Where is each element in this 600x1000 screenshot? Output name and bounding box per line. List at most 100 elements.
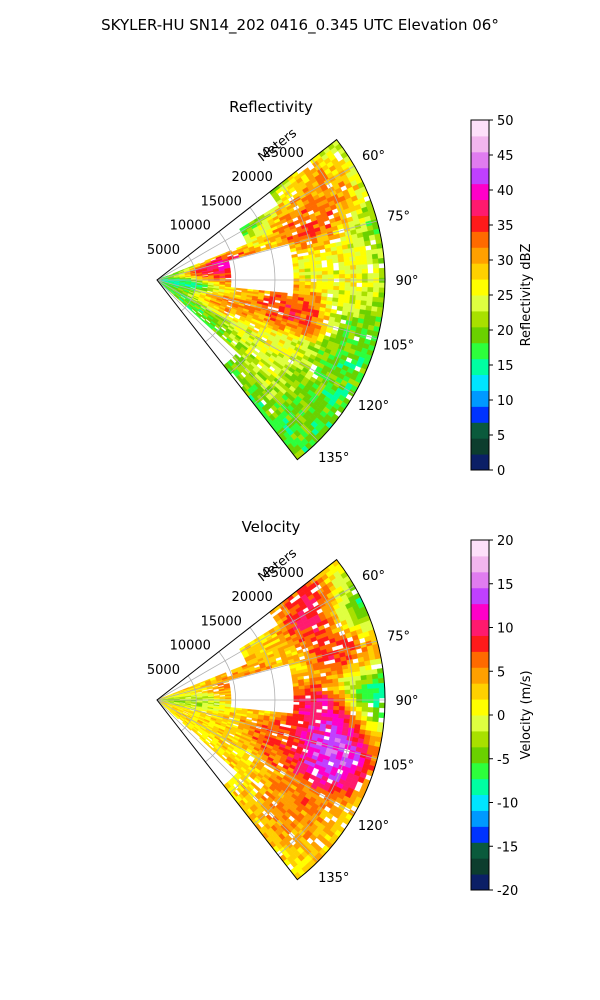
radar-cell — [373, 697, 380, 704]
colorbar-swatch — [471, 715, 489, 732]
azimuth-tick-label: 135° — [318, 871, 349, 886]
radar-cell — [361, 268, 369, 274]
radar-cell — [361, 286, 368, 293]
colorbar-tick-label: 35 — [497, 219, 514, 234]
radar-cell — [354, 675, 362, 682]
radar-cell — [366, 259, 374, 265]
radar-cell — [361, 259, 368, 266]
colorbar-swatch — [471, 135, 489, 153]
radar-cell — [304, 265, 311, 270]
radar-cell — [361, 291, 368, 297]
colorbar-tick-label: -5 — [497, 753, 510, 768]
radar-cell — [344, 702, 351, 707]
colorbar-tick-label: 15 — [497, 359, 514, 374]
radar-cell — [299, 284, 306, 289]
radar-cell — [371, 721, 379, 728]
colorbar-swatch — [471, 683, 489, 700]
radar-cell — [293, 689, 300, 694]
radar-cell — [367, 273, 374, 279]
radar-cell — [327, 702, 334, 707]
radar-cell — [366, 300, 373, 307]
radar-cell — [372, 716, 379, 723]
radar-cell — [304, 268, 311, 273]
colorbar-tick-label: 30 — [497, 254, 514, 269]
azimuth-spoke — [156, 165, 355, 281]
radar-cell — [320, 255, 328, 261]
colorbar-tick-label: 15 — [497, 578, 514, 593]
radar-cell — [333, 694, 340, 699]
radar-cell — [299, 704, 306, 709]
radar-cell — [367, 291, 374, 298]
radar-cell — [372, 296, 379, 303]
radar-cell — [378, 287, 386, 294]
colorbar-tick-label: 5 — [497, 429, 505, 444]
radar-cell — [354, 255, 362, 262]
range-tick-label: 20000 — [232, 590, 273, 605]
azimuth-tick-label: 60° — [362, 569, 385, 584]
radar-cell — [293, 284, 300, 289]
range-ring — [205, 231, 237, 343]
radar-cell — [282, 735, 289, 741]
radar-cell — [298, 268, 306, 273]
azimuth-spoke — [156, 279, 319, 442]
colorbar-swatch — [471, 454, 489, 471]
azimuth-spoke — [156, 279, 378, 340]
radar-cell — [339, 278, 346, 283]
colorbar-tick-label: 10 — [497, 394, 514, 409]
radar-cell — [310, 691, 317, 696]
radar-cell — [355, 295, 362, 301]
colorbar-tick-label: 0 — [497, 464, 505, 479]
radar-cell — [378, 292, 385, 299]
radar-cell — [359, 670, 367, 677]
colorbar-tick-label: -20 — [497, 884, 518, 899]
radar-cell — [213, 701, 220, 704]
radar-cell — [367, 683, 374, 690]
radar-cell — [372, 263, 380, 269]
radar-cell — [367, 277, 374, 284]
radar-cell — [343, 714, 351, 720]
colorbar-swatch — [471, 120, 489, 137]
radar-cell — [299, 275, 306, 279]
colorbar-tick-label: 50 — [497, 114, 514, 129]
azimuth-tick-label: 120° — [358, 819, 389, 834]
radar-cell — [321, 267, 328, 272]
radar-cell — [316, 691, 323, 696]
radar-cell — [310, 271, 317, 276]
colorbar-tick-label: -15 — [497, 840, 518, 855]
radar-cell — [372, 258, 379, 265]
radar-cell — [310, 701, 317, 706]
radar-cell — [361, 711, 368, 717]
radar-cell — [361, 702, 369, 708]
radar-cell — [361, 264, 368, 270]
azimuth-tick-label: 90° — [395, 694, 418, 709]
colorbar-swatch — [471, 422, 489, 439]
radar-cell — [339, 702, 346, 707]
radar-cell — [371, 301, 379, 308]
radar-cell — [310, 705, 317, 710]
radar-cell — [344, 693, 351, 699]
range-ring — [253, 182, 315, 405]
radar-cell — [299, 281, 306, 286]
colorbar-label: Velocity (m/s) — [519, 670, 534, 759]
colorbar-swatch — [471, 603, 489, 621]
radar-cell — [332, 258, 339, 264]
range-tick-label: 10000 — [170, 639, 211, 654]
azimuth-tick-label: 105° — [383, 339, 414, 354]
radar-cell — [264, 290, 271, 295]
radar-cell — [196, 281, 203, 283]
colorbar-swatch — [471, 374, 489, 391]
radar-cell — [315, 263, 323, 269]
radar-cell — [219, 693, 226, 696]
radar-cell — [356, 269, 363, 275]
radar-cell — [310, 281, 317, 286]
colorbar-swatch — [471, 874, 489, 891]
radar-cell — [360, 295, 368, 302]
radar-cell — [322, 694, 329, 699]
radar-cell — [361, 697, 369, 703]
radar-cell — [373, 688, 380, 694]
radar-cell — [344, 286, 351, 292]
radar-cell — [315, 288, 323, 294]
radar-cell — [321, 690, 329, 696]
azimuth-tick-label: 135° — [318, 451, 349, 466]
